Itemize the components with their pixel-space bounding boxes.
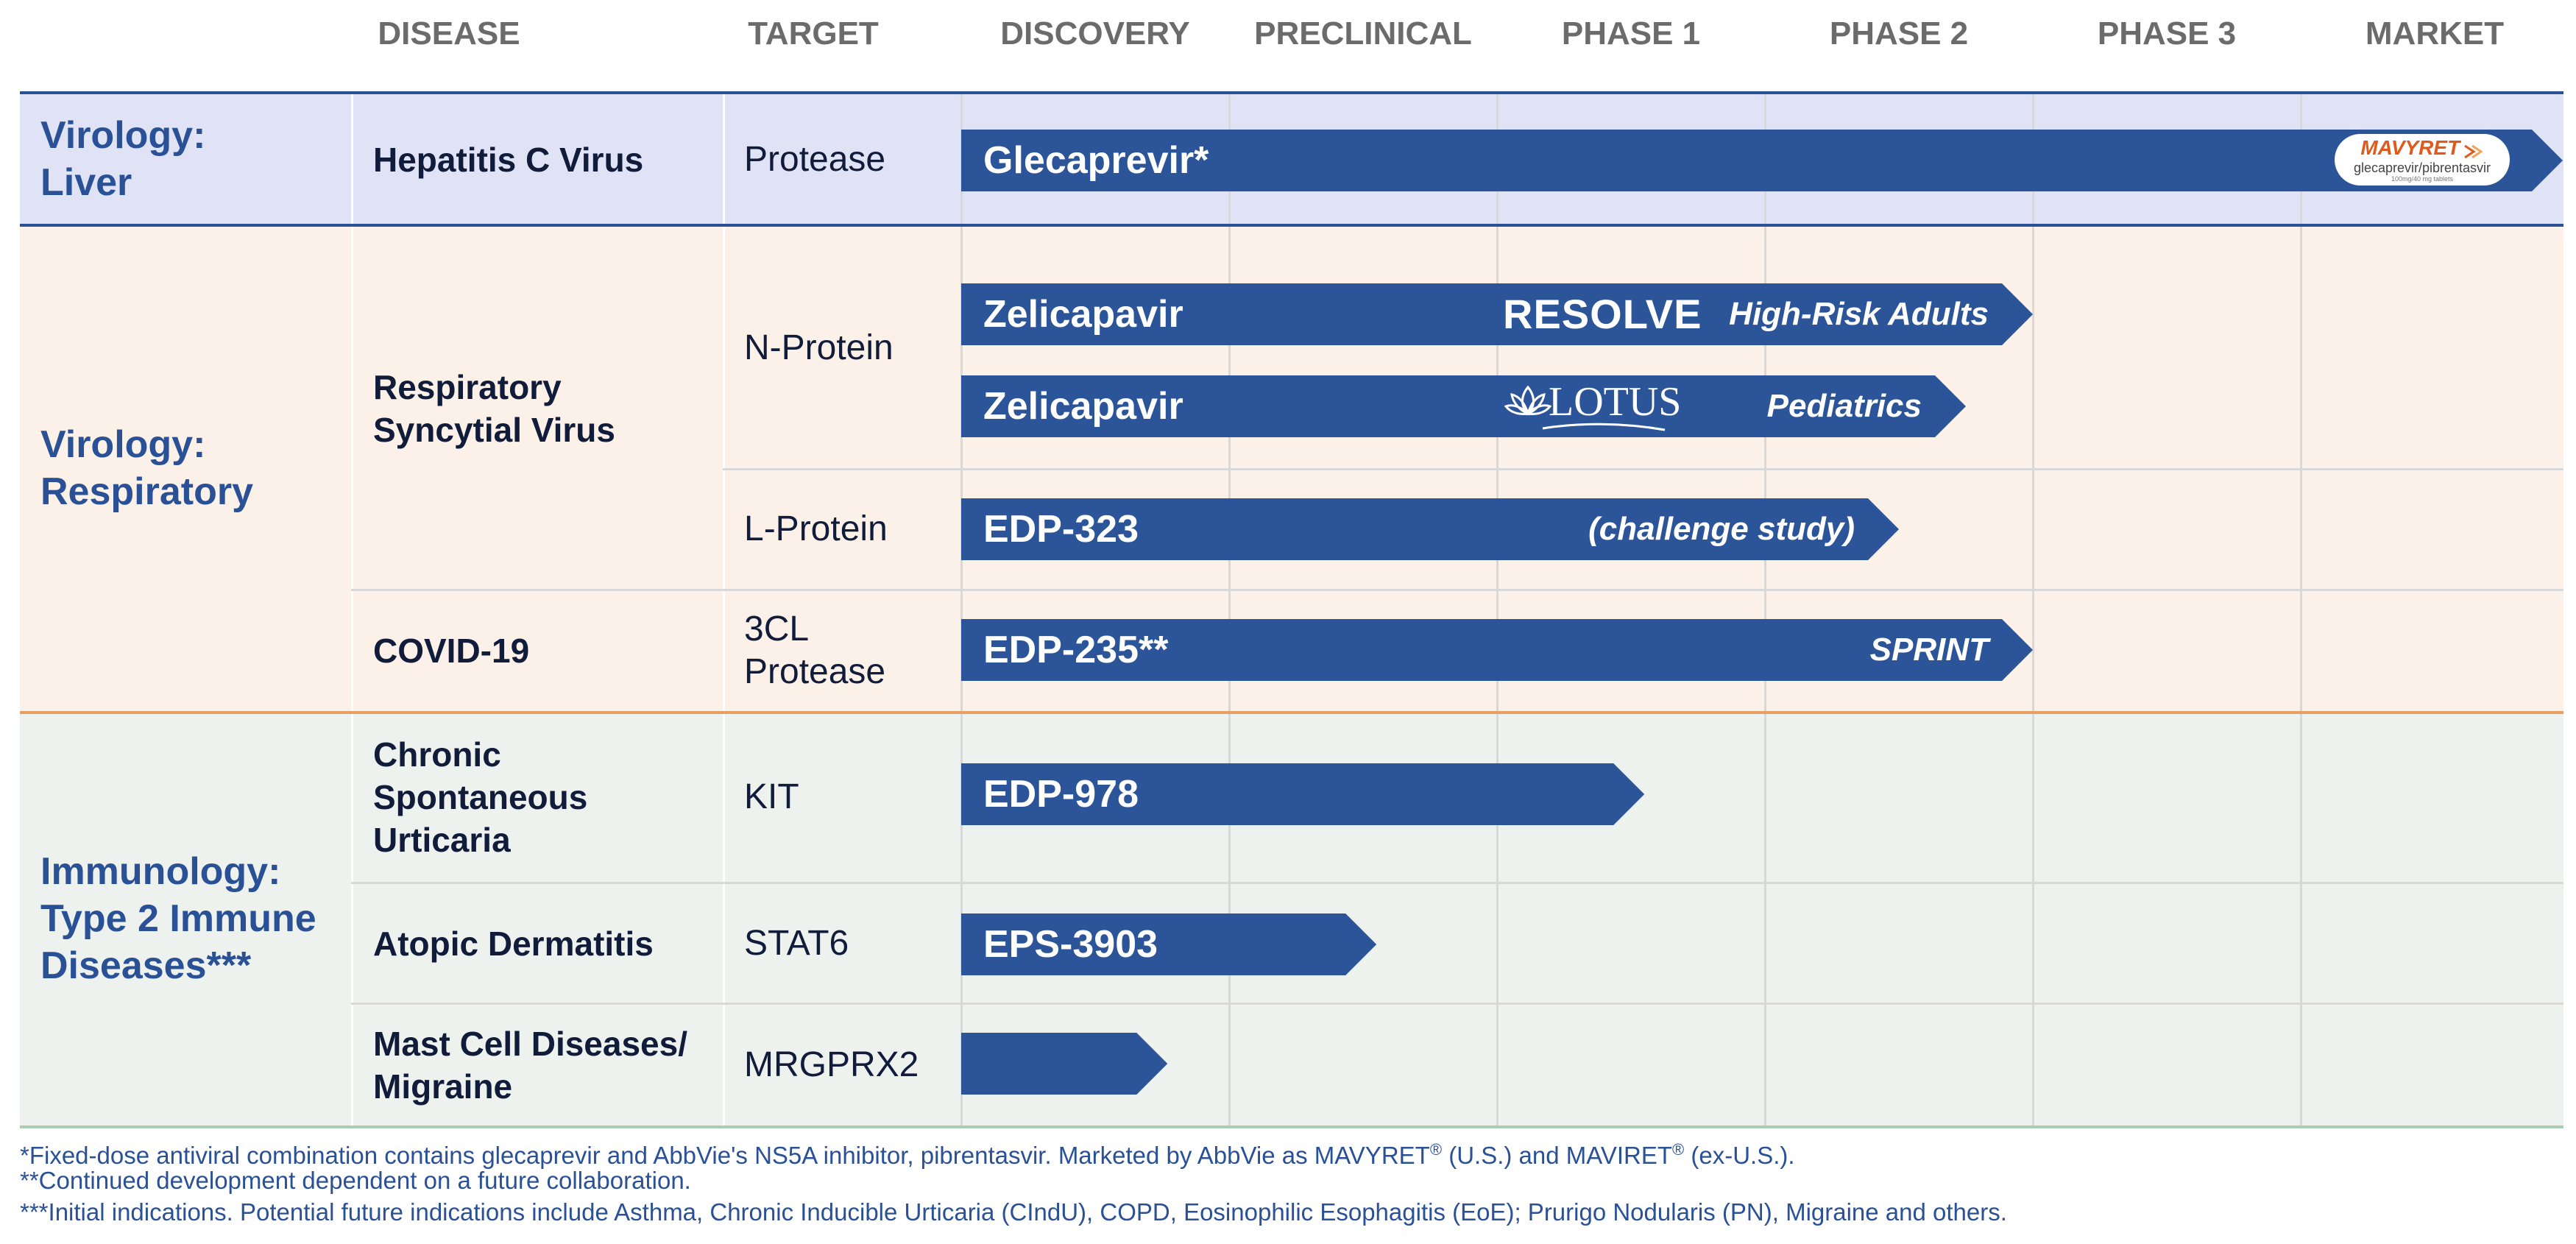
footnote-1-part-a: *Fixed-dose antiviral combination contai… xyxy=(20,1142,1430,1169)
mavyret-logo: MAVYRET glecaprevir/pibrentasvir 100mg/4… xyxy=(2335,134,2510,185)
row-separator-ad-mast xyxy=(351,1003,2563,1005)
bar-label-edp323: EDP-323 xyxy=(983,508,1139,551)
bar-label-glecaprevir: Glecaprevir* xyxy=(983,139,1209,182)
row-separator-nprotein-lprotein xyxy=(723,468,2563,470)
bar-label-zelicapavir-pediatrics: Zelicapavir xyxy=(983,385,1183,428)
target-stat6: STAT6 xyxy=(744,924,849,963)
liver-bottom-rule xyxy=(20,224,2563,227)
mavyret-generic-text: glecaprevir/pibrentasvir xyxy=(2353,160,2491,175)
footnote-3: ***Initial indications. Potential future… xyxy=(20,1198,2007,1226)
stage-header-discovery: DISCOVERY xyxy=(1000,15,1190,52)
disease-header: DISEASE xyxy=(378,15,520,52)
area-label-respiratory: Virology: Respiratory xyxy=(40,423,253,513)
registered-mark-1: ® xyxy=(1429,1140,1443,1159)
bar-note-high-risk-adults: High-Risk Adults xyxy=(1729,296,1989,332)
stage-header-phase3: PHASE 3 xyxy=(2097,15,2237,52)
footnote-1: *Fixed-dose antiviral combination contai… xyxy=(20,1134,1795,1171)
bar-note-sprint: SPRINT xyxy=(1869,632,1989,668)
stage-header-phase2: PHASE 2 xyxy=(1829,15,1969,52)
target-protease: Protease xyxy=(744,140,886,179)
divider-phase1-phase2 xyxy=(1764,93,1766,1127)
registered-mark-2: ® xyxy=(1672,1140,1685,1159)
bar-note-pediatrics: Pediatrics xyxy=(1766,388,1922,424)
area-label-immunology: Immunology: Type 2 Immune Diseases*** xyxy=(40,850,316,987)
divider-stage-start xyxy=(960,93,963,1127)
resolve-trial-logo: RESOLVE xyxy=(1503,283,1702,345)
mavyret-brand-text: MAVYRET xyxy=(2360,136,2460,159)
divider-discovery-preclinical xyxy=(1228,93,1231,1127)
stage-header-phase1: PHASE 1 xyxy=(1561,15,1701,52)
lotus-logo-text: LOTUS xyxy=(1549,379,1682,425)
immunology-bottom-rule xyxy=(20,1125,2563,1128)
resolve-logo-text: RESOLVE xyxy=(1503,291,1702,337)
lotus-flower-icon xyxy=(1504,385,1551,416)
disease-covid19: COVID-19 xyxy=(373,632,530,670)
mavyret-dose-text: 100mg/40 mg tablets xyxy=(2391,174,2454,183)
target-mrgprx2: MRGPRX2 xyxy=(744,1045,919,1084)
target-3cl-protease: 3CL Protease xyxy=(744,609,886,691)
bar-note-challenge-study: (challenge study) xyxy=(1588,511,1855,547)
divider-disease-target xyxy=(723,93,725,1127)
target-n-protein: N-Protein xyxy=(744,328,894,367)
disease-mast-cell-migraine: Mast Cell Diseases/ Migraine xyxy=(373,1025,688,1106)
bar-label-zelicapavir-adults: Zelicapavir xyxy=(983,293,1183,336)
footnote-1-part-c: (ex-U.S.). xyxy=(1684,1142,1795,1169)
mavyret-chevrons-icon xyxy=(2463,144,2483,159)
target-l-protein: L-Protein xyxy=(744,509,888,548)
bar-label-edp235: EDP-235** xyxy=(983,629,1169,671)
row-separator-rsv-covid xyxy=(351,589,2563,591)
row-separator-csu-ad xyxy=(351,882,2563,884)
target-kit: KIT xyxy=(744,777,799,816)
divider-area-disease xyxy=(351,93,353,1127)
target-header: TARGET xyxy=(748,15,879,52)
respiratory-bottom-rule xyxy=(20,711,2563,714)
bar-label-eps3903: EPS-3903 xyxy=(983,923,1158,966)
area-label-liver: Virology: Liver xyxy=(40,114,206,204)
divider-preclinical-phase1 xyxy=(1496,93,1498,1127)
bar-label-edp978: EDP-978 xyxy=(983,773,1139,816)
stage-header-market: MARKET xyxy=(2365,15,2505,52)
disease-atopic-dermatitis: Atopic Dermatitis xyxy=(373,925,654,963)
footnote-2: **Continued development dependent on a f… xyxy=(20,1167,691,1194)
divider-phase2-phase3 xyxy=(2032,93,2034,1127)
liver-top-rule xyxy=(20,91,2563,94)
lotus-swoosh-icon xyxy=(1542,423,1666,431)
divider-phase3-market xyxy=(2300,93,2302,1127)
stage-header-preclinical: PRECLINICAL xyxy=(1254,15,1472,52)
disease-csu: Chronic Spontaneous Urticaria xyxy=(373,735,588,859)
disease-rsv: Respiratory Syncytial Virus xyxy=(373,368,615,449)
footnote-1-part-b: (U.S.) and MAVIRET xyxy=(1442,1142,1672,1169)
lotus-trial-logo: LOTUS xyxy=(1504,378,1681,434)
disease-hepatitis-c: Hepatitis C Virus xyxy=(373,141,644,179)
